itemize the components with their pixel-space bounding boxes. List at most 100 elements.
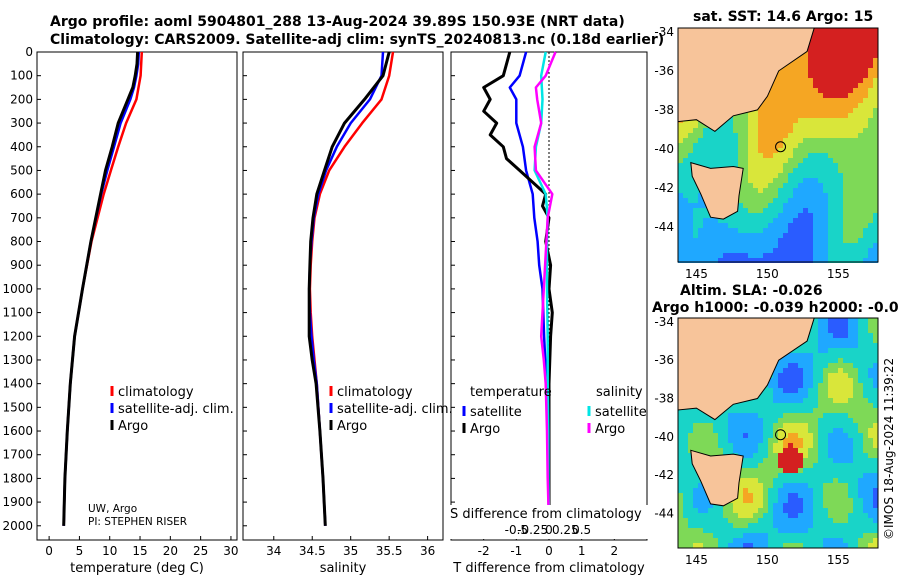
map-cell (698, 258, 703, 263)
map-cell (853, 318, 858, 323)
map-cell (728, 148, 733, 153)
map-cell (738, 488, 743, 493)
map-cell (803, 188, 808, 193)
map-cell (758, 473, 763, 478)
y-tick-label: 1900 (2, 495, 33, 509)
map-cell (793, 138, 798, 143)
map-cell (793, 123, 798, 128)
map-cell (873, 373, 878, 378)
map-cell (853, 183, 858, 188)
map-cell (768, 518, 773, 523)
map-cell (848, 353, 853, 358)
map-cell (738, 238, 743, 243)
map-cell (808, 398, 813, 403)
map-cell (678, 418, 683, 423)
map-cell (743, 143, 748, 148)
map-cell (758, 478, 763, 483)
map-cell (868, 413, 873, 418)
map-cell (873, 43, 878, 48)
map-cell (683, 423, 688, 428)
map-cell (823, 368, 828, 373)
map-cell (713, 423, 718, 428)
map-cell (783, 178, 788, 183)
map-cell (823, 373, 828, 378)
map-cell (793, 188, 798, 193)
map-cell (863, 448, 868, 453)
map-cell (858, 458, 863, 463)
map-cell (793, 158, 798, 163)
map-cell (788, 133, 793, 138)
map-cell (813, 248, 818, 253)
map-cell (753, 438, 758, 443)
map-cell (818, 133, 823, 138)
map-cell (823, 148, 828, 153)
map-cell (713, 243, 718, 248)
map-cell (723, 143, 728, 148)
map-cell (758, 183, 763, 188)
map-cell (848, 343, 853, 348)
map-cell (688, 218, 693, 223)
map-cell (758, 128, 763, 133)
map-cell (768, 508, 773, 513)
map-cell (793, 63, 798, 68)
map-cell (738, 483, 743, 488)
map-cell (873, 483, 878, 488)
map-cell (788, 408, 793, 413)
map-cell (773, 538, 778, 543)
map-cell (718, 138, 723, 143)
map-cell (788, 483, 793, 488)
map-cell (808, 348, 813, 353)
map-cell (773, 88, 778, 93)
map-cell (713, 258, 718, 263)
map-cell (853, 158, 858, 163)
map-cell (713, 533, 718, 538)
map-cell (693, 508, 698, 513)
map-cell (688, 248, 693, 253)
map-cell (753, 458, 758, 463)
map-cell (823, 353, 828, 358)
map-cell (683, 458, 688, 463)
map-cell (868, 523, 873, 528)
map-cell (698, 198, 703, 203)
map-cell (858, 208, 863, 213)
map-cell (848, 148, 853, 153)
map-cell (843, 103, 848, 108)
map-cell (853, 108, 858, 113)
map-cell (683, 158, 688, 163)
map-cell (828, 68, 833, 73)
map-cell (798, 533, 803, 538)
map-cell (858, 258, 863, 263)
map-cell (873, 463, 878, 468)
map-cell (853, 503, 858, 508)
map-cell (848, 468, 853, 473)
map-cell (828, 253, 833, 258)
map-cell (788, 178, 793, 183)
map-cell (808, 58, 813, 63)
map-cell (813, 258, 818, 263)
map-cell (868, 538, 873, 543)
map-cell (693, 513, 698, 518)
map-cell (748, 163, 753, 168)
legend-salinity-title: salinity (596, 385, 643, 400)
map-cell (783, 483, 788, 488)
map-cell (853, 103, 858, 108)
map-cell (713, 218, 718, 223)
map-cell (733, 438, 738, 443)
map-cell (708, 438, 713, 443)
map-cell (823, 468, 828, 473)
map-cell (808, 148, 813, 153)
map-cell (733, 528, 738, 533)
map-cell (843, 463, 848, 468)
x-tick-label: 34 (266, 544, 281, 558)
map-cell (758, 148, 763, 153)
map-cell (863, 218, 868, 223)
map-cell (773, 133, 778, 138)
map-cell (868, 228, 873, 233)
map-cell (723, 443, 728, 448)
map-cell (683, 253, 688, 258)
map-cell (863, 88, 868, 93)
map-cell (873, 218, 878, 223)
map-cell (753, 448, 758, 453)
map-cell (683, 248, 688, 253)
map-cell (783, 543, 788, 548)
